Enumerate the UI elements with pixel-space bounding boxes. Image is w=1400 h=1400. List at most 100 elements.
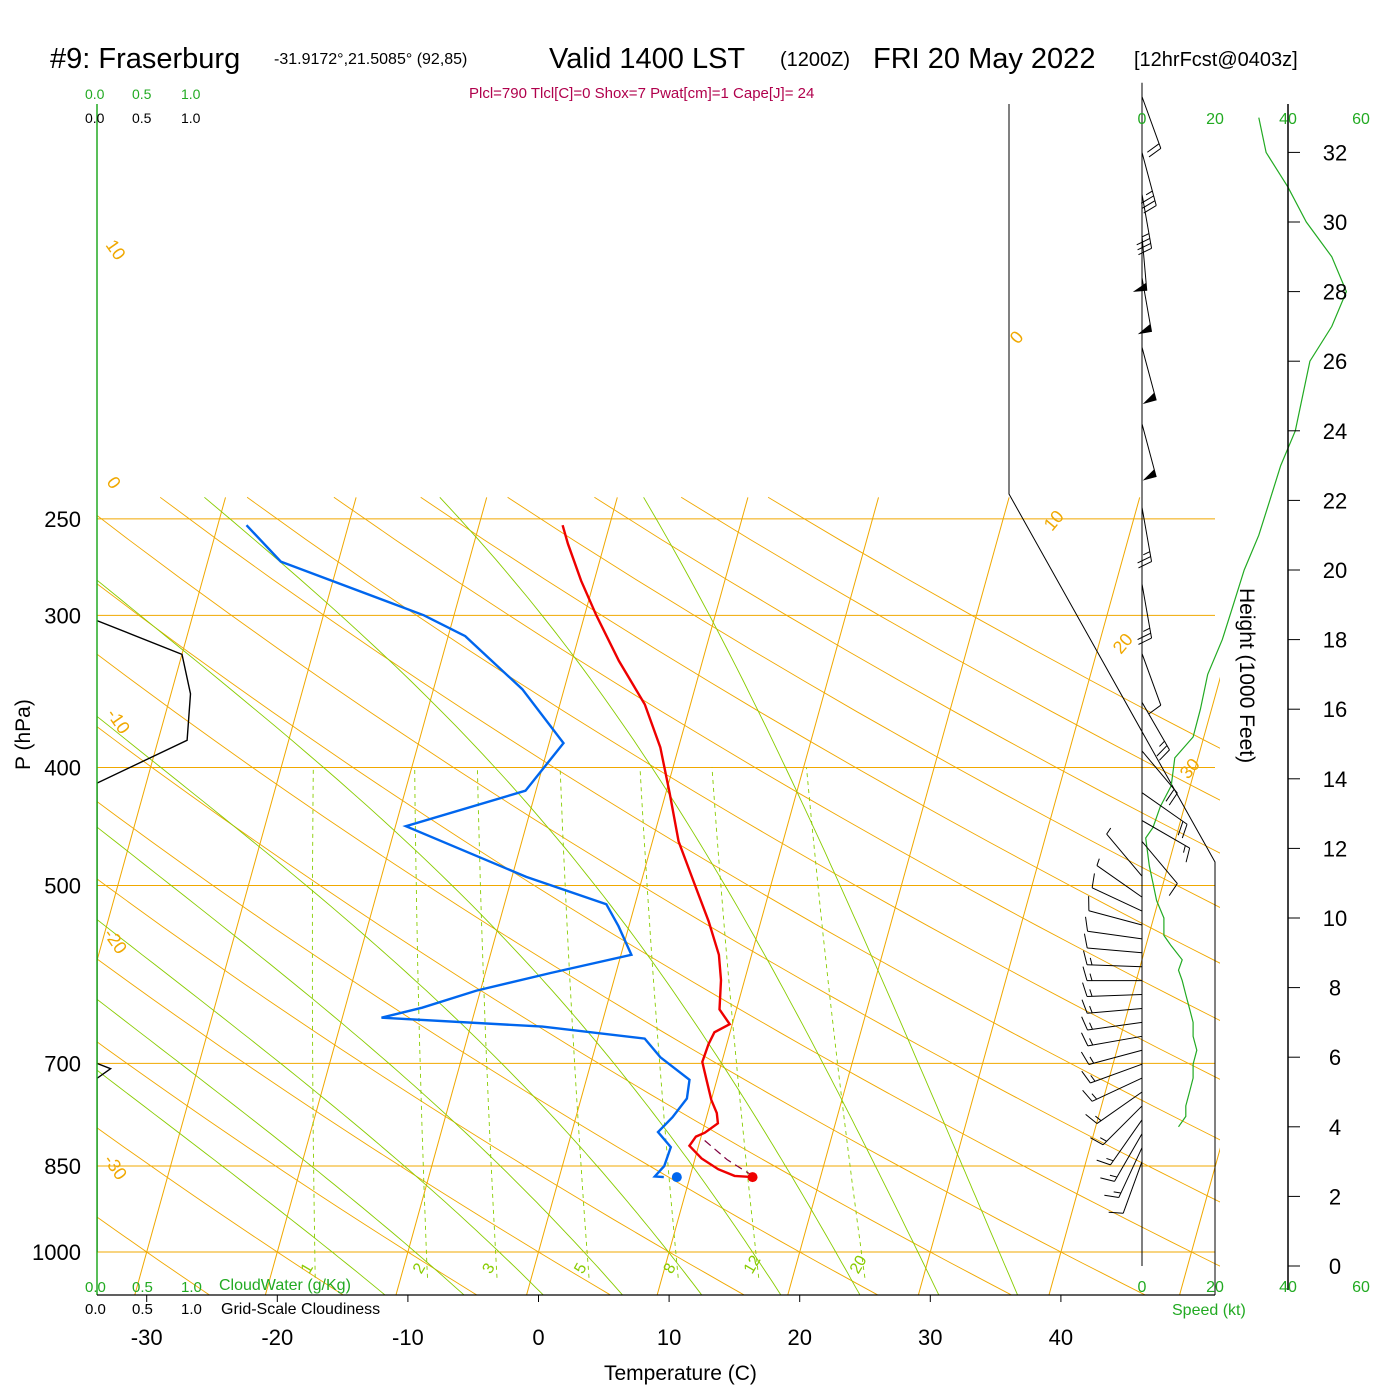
height-tick-label: 16	[1323, 697, 1347, 722]
mixing-ratio-line	[414, 767, 428, 1278]
wind-barb-shaft	[1141, 701, 1170, 751]
height-tick-label: 0	[1329, 1254, 1341, 1279]
isotherm-line	[1308, 497, 1400, 1302]
moist-adiabat-line	[97, 579, 782, 1295]
isotherm-line	[395, 497, 618, 1295]
dry-adiabat-line	[333, 496, 1220, 1021]
temperature-surface-point	[747, 1172, 758, 1183]
wind-barb	[1141, 96, 1162, 158]
temperature-tick-label: 40	[1049, 1325, 1073, 1350]
wind-barb-pennant	[1137, 323, 1152, 335]
temperature-tick-label: 0	[532, 1325, 544, 1350]
wind-barb-shaft	[1087, 1021, 1143, 1031]
temperature-tick-label: -10	[392, 1325, 424, 1350]
wind-barb	[1082, 966, 1142, 982]
pressure-tick-label: 700	[44, 1051, 81, 1076]
wind-barb	[1085, 916, 1143, 940]
wind-barb-shaft	[1087, 964, 1143, 968]
dry-adiabat-line	[767, 496, 1220, 749]
temperature-tick-label: 20	[787, 1325, 811, 1350]
height-tick-label: 22	[1323, 488, 1347, 513]
svg-text:0.0: 0.0	[85, 1279, 106, 1296]
svg-text:1.0: 1.0	[181, 86, 201, 102]
moist-adiabat-line	[97, 826, 624, 1295]
wind-barb-flag	[1081, 1032, 1089, 1047]
wind-barb-flag	[1136, 238, 1151, 246]
speed-tick-label: 20	[1206, 1279, 1224, 1296]
isotherm-label: -30	[100, 1151, 131, 1184]
wind-barb	[1136, 194, 1153, 256]
dry-adiabat-line	[97, 958, 612, 1295]
dewpoint-surface-point	[671, 1172, 682, 1183]
cloudwater-top-scale: 0.0 0.5 1.0 0.0 0.5 1.0	[85, 86, 201, 126]
valid-time: Valid 1400 LST	[549, 43, 745, 75]
wind-barb-half-flag	[1089, 989, 1093, 997]
wind-barb-flag	[1177, 821, 1184, 836]
wind-barb-half-flag	[1106, 1157, 1114, 1162]
isotherm-line	[97, 497, 226, 963]
svg-text:0.5: 0.5	[132, 1279, 153, 1296]
wind-barb-half-flag	[1089, 1022, 1093, 1030]
wind-barb-half-flag	[1145, 190, 1153, 196]
wind-barb	[1096, 858, 1143, 898]
wind-barb-shaft	[1141, 583, 1153, 639]
isotherm-line	[526, 497, 749, 1295]
x-axis-title: Temperature (C)	[604, 1362, 757, 1385]
isotherm-label: 0	[103, 473, 125, 493]
wind-barb-flag	[1138, 637, 1152, 645]
wind-barb-flag	[1100, 1177, 1115, 1182]
isotherm-label: -20	[100, 925, 131, 958]
dry-adiabat-line	[97, 583, 1220, 1267]
wind-barb-flag	[1082, 982, 1088, 997]
wind-barb	[1141, 347, 1157, 405]
moist-adiabat-line	[643, 497, 1019, 1295]
plot-frame	[96, 104, 1216, 1296]
height-tick-label: 26	[1323, 349, 1347, 374]
wind-barb	[1080, 1049, 1143, 1065]
wind-barb-flag	[1081, 1070, 1091, 1084]
moist-adiabat-line	[204, 496, 861, 1295]
moist-adiabat-line	[97, 715, 703, 1295]
wind-barb-flag	[1085, 1113, 1098, 1124]
wind-barb-flag	[1082, 1089, 1093, 1102]
wind-barb-shaft	[1096, 865, 1143, 898]
wind-barb-flag	[1081, 999, 1088, 1014]
mixing-ratio-line	[476, 767, 498, 1278]
wind-barb-shaft	[1141, 653, 1162, 706]
wind-barb-flag	[1185, 847, 1191, 863]
wind-barb-shaft	[1141, 194, 1153, 249]
height-tick-label: 4	[1329, 1115, 1341, 1140]
pressure-tick-label: 400	[44, 755, 81, 780]
cloudiness-line	[97, 619, 192, 1252]
dry-adiabat-line	[246, 496, 1220, 1080]
wind-barb-flag	[1143, 205, 1157, 214]
isotherm-line	[264, 497, 488, 1295]
wind-barb-shaft	[1141, 423, 1157, 478]
wind-barb	[1137, 583, 1153, 645]
wind-barb-flag	[1085, 916, 1089, 932]
wind-barb	[1090, 1105, 1143, 1146]
wind-barb-flag	[1108, 1211, 1124, 1214]
y-axis-title: P (hPa)	[12, 699, 35, 770]
wind-barb	[1141, 750, 1178, 806]
speed-tick-label: 0	[1138, 1279, 1147, 1296]
wind-barb	[1081, 1063, 1143, 1084]
wind-barb-flag	[1165, 788, 1175, 802]
temperature-tick-label: -20	[261, 1325, 293, 1350]
zulu-time: (1200Z)	[780, 49, 850, 71]
wind-barb-shaft	[1141, 841, 1178, 884]
isotherm-line	[656, 497, 879, 1295]
dry-adiabat-line	[97, 1127, 345, 1295]
wind-barb	[1141, 653, 1162, 715]
speed-tick-label: 40	[1279, 1279, 1297, 1296]
wind-barb-half-flag	[1113, 1191, 1121, 1194]
wind-barb	[1108, 1161, 1143, 1214]
dry-adiabat-line	[97, 653, 1147, 1295]
wind-barb-shaft	[1106, 833, 1143, 877]
moist-adiabat-line	[97, 998, 465, 1295]
wind-barb	[1083, 933, 1143, 954]
wind-barb	[1081, 999, 1143, 1014]
wind-barb-flag	[1090, 1137, 1104, 1146]
isotherm-label: 30	[1176, 754, 1204, 782]
wind-barb-half-flag	[1143, 627, 1151, 632]
